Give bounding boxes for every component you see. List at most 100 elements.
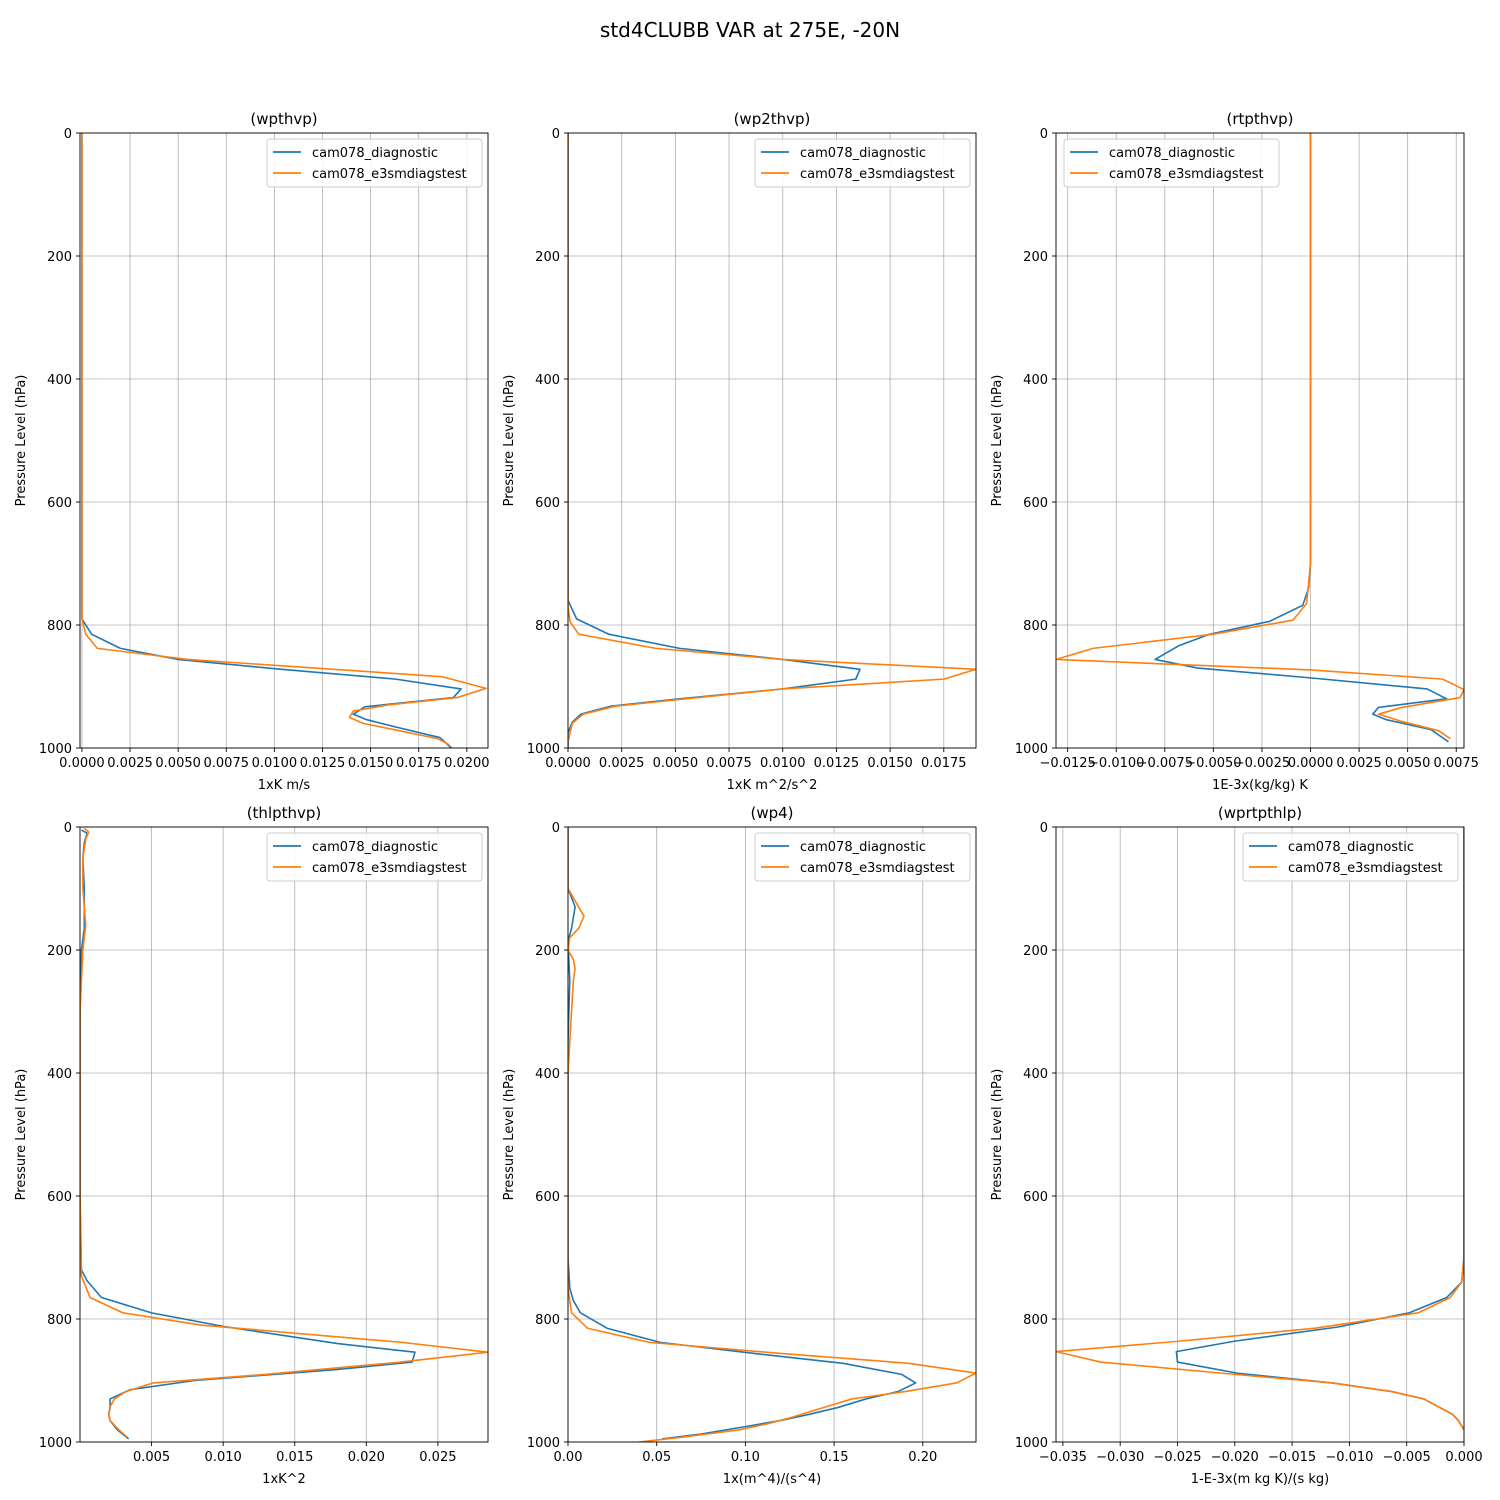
y-tick-label: 600 (535, 496, 560, 511)
y-axis-label: Pressure Level (hPa) (990, 1069, 1005, 1201)
x-axis-label: 1-E-3x(m kg K)/(s kg) (1191, 1472, 1329, 1487)
y-tick-label: 200 (1023, 250, 1048, 265)
legend-label: cam078_diagnostic (800, 840, 926, 855)
panel-2: 0.0000 0.0025 0.0050 0.0075 0.0100 0.0125 0.01… (502, 110, 977, 793)
y-tick-label: 200 (535, 250, 560, 265)
y-tick-label: 0 (1040, 127, 1048, 142)
y-tick-label: 1000 (39, 742, 72, 757)
x-tick-label: 0.0050 (155, 756, 201, 771)
legend: cam078_diagnostic cam078_e3smdiagstest (1242, 832, 1459, 882)
y-tick-label: 200 (47, 250, 72, 265)
legend-label: cam078_e3smdiagstest (312, 167, 467, 182)
legend-label: cam078_diagnostic (1109, 146, 1235, 161)
x-tick-label: 0.00 (554, 1450, 583, 1465)
y-tick-label: 1000 (1015, 1436, 1048, 1451)
legend-label: cam078_diagnostic (1288, 840, 1414, 855)
x-tick-label: 0.0025 (107, 756, 153, 771)
x-tick-label: 0.010 (205, 1450, 242, 1465)
x-tick-label: 0.0050 (653, 756, 699, 771)
x-tick-label: 0.000 (1445, 1450, 1482, 1465)
y-tick-label: 600 (1023, 1190, 1048, 1205)
x-tick-label: −0.020 (1211, 1450, 1259, 1465)
series-line-cam078_e3smdiagstest (81, 133, 487, 746)
y-tick-label: 800 (535, 1313, 560, 1328)
legend: cam078_diagnostic cam078_e3smdiagstest (754, 138, 971, 188)
axes-frame (1055, 826, 1465, 1443)
panel-title: (wpthvp) (250, 110, 317, 128)
panel-title: (rtpthvp) (1226, 110, 1293, 128)
x-tick-label: 0.0000 (59, 756, 105, 771)
x-tick-label: −0.005 (1383, 1450, 1431, 1465)
y-tick-label: 1000 (1015, 742, 1048, 757)
legend-box (754, 138, 971, 188)
y-tick-label: 1000 (527, 742, 560, 757)
legend-label: cam078_e3smdiagstest (1288, 861, 1443, 876)
series-line-cam078_diagnostic (568, 827, 917, 1440)
y-tick-label: 600 (1023, 496, 1048, 511)
x-tick-label: 0.0200 (444, 756, 490, 771)
y-tick-label: 400 (47, 1067, 72, 1082)
x-axis-label: 1xK m/s (258, 778, 311, 793)
x-tick-label: 0.0100 (760, 756, 806, 771)
axes-frame (1055, 132, 1465, 749)
x-tick-label: 0.0100 (252, 756, 298, 771)
panels-container: 0.0000 0.0025 0.0050 0.0075 0.0100 0.0125 0.01… (14, 110, 1483, 1487)
axes-frame (567, 132, 977, 749)
x-tick-label: 0.0025 (1336, 756, 1382, 771)
x-tick-label: 0.0175 (921, 756, 967, 771)
y-tick-label: 200 (47, 944, 72, 959)
x-axis-label: 1xK^2 (262, 1472, 306, 1487)
series-line-cam078_e3smdiagstest (1056, 827, 1464, 1431)
x-axis-label: 1xK m^2/s^2 (727, 778, 818, 793)
x-tick-label: 0.0075 (706, 756, 752, 771)
legend-label: cam078_diagnostic (800, 146, 926, 161)
panel-title: (thlpthvp) (247, 804, 322, 822)
y-axis-label: Pressure Level (hPa) (14, 1069, 29, 1201)
y-tick-label: 800 (47, 1313, 72, 1328)
legend-box (1242, 832, 1459, 882)
figure-suptitle: std4CLUBB VAR at 275E, -20N (600, 18, 900, 42)
legend-box (754, 832, 971, 882)
x-tick-label: 0.0075 (1433, 756, 1479, 771)
x-tick-label: −0.0050 (1185, 756, 1241, 771)
x-tick-label: 0.0125 (814, 756, 860, 771)
x-axis-label: 1E-3x(kg/kg) K (1212, 778, 1308, 793)
x-tick-label: 0.0175 (396, 756, 442, 771)
x-tick-label: −0.0075 (1137, 756, 1193, 771)
x-tick-label: 0.10 (731, 1450, 760, 1465)
x-tick-label: −0.0025 (1234, 756, 1290, 771)
x-tick-label: 0.0125 (300, 756, 346, 771)
y-tick-label: 400 (535, 373, 560, 388)
x-tick-label: 0.025 (419, 1450, 456, 1465)
y-tick-label: 600 (47, 496, 72, 511)
x-tick-label: 0.05 (642, 1450, 671, 1465)
legend: cam078_diagnostic cam078_e3smdiagstest (754, 832, 971, 882)
legend: cam078_diagnostic cam078_e3smdiagstest (1063, 138, 1280, 188)
y-tick-label: 800 (1023, 619, 1048, 634)
x-axis-label: 1x(m^4)/(s^4) (723, 1472, 821, 1487)
x-tick-label: −0.0100 (1088, 756, 1144, 771)
x-tick-label: −0.030 (1096, 1450, 1144, 1465)
series-line-cam078_diagnostic (568, 133, 861, 748)
x-tick-label: 0.0025 (599, 756, 645, 771)
panel-title: (wp4) (750, 804, 793, 822)
legend-box (266, 832, 483, 882)
legend-label: cam078_e3smdiagstest (312, 861, 467, 876)
y-tick-label: 400 (47, 373, 72, 388)
panel-4: 0.005 0.010 0.015 0.020 0.025 0 200 400 600 800 10… (14, 804, 489, 1487)
panel-title: (wprtpthlp) (1218, 804, 1302, 822)
x-tick-label: 0.0050 (1385, 756, 1431, 771)
y-axis-label: Pressure Level (hPa) (502, 1069, 517, 1201)
y-tick-label: 200 (1023, 944, 1048, 959)
panel-6: −0.035 −0.030 −0.025 −0.020 −0.015 −0.010 −0.0… (990, 804, 1483, 1487)
panel-title: (wp2thvp) (734, 110, 811, 128)
legend-label: cam078_e3smdiagstest (1109, 167, 1264, 182)
x-tick-label: 0.0150 (348, 756, 394, 771)
x-tick-label: 0.15 (820, 1450, 849, 1465)
legend-box (266, 138, 483, 188)
panel-3: −0.0125−0.0100−0.0075−0.0050−0.00250.000… (990, 110, 1479, 793)
x-tick-label: 0.005 (133, 1450, 170, 1465)
x-tick-label: 0.015 (276, 1450, 313, 1465)
